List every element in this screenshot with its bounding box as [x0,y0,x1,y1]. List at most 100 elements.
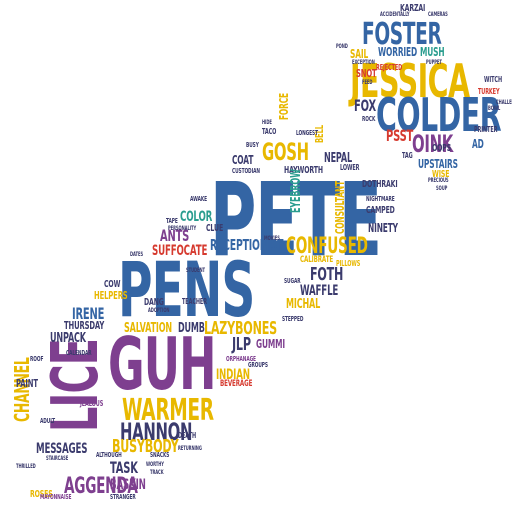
word-returning: RETURNING [178,445,202,452]
word-upstairs: UPSTAIRS [418,157,458,171]
word-calendar: CALENDAR [66,349,92,357]
word-rock: ROCK [362,115,376,123]
word-adoption: ADOPTION [148,307,170,314]
word-stranger: STRANGER [110,493,136,501]
word-although: ALTHOUGH [96,451,122,459]
word-eyebrow: EYEBROW [289,169,304,213]
word-thrilled: THRILLED [16,463,36,470]
word-jessica: JESSICA [350,54,470,108]
word-student: STUDENT [186,267,205,274]
word-personality: PERSONALITY [168,225,197,232]
word-groups: GROUPS [248,361,268,369]
word-gosh: GOSH [262,138,309,166]
word-snacks: SNACKS [150,451,170,459]
word-wise: WISE [432,169,450,180]
word-tape: TAPE [166,217,178,225]
word-ants: ANTS [160,226,190,245]
word-hannon: HANNON [120,418,193,446]
word-movies: MOVIES [264,235,280,242]
word-calibrate: CALIBRATE [300,255,334,265]
word-death: DEATH [178,431,196,440]
word-colder: COLDER [376,88,502,142]
word-thursday: THURSDAY [64,319,105,332]
word-staircase: STAIRCASE [46,455,69,462]
word-dates: DATES [130,251,144,258]
word-turkey: TURKEY [478,87,500,96]
word-adult: ADULT [40,417,56,425]
word-worthy: WORTHY [146,461,164,468]
word-jlp: JLP [232,334,251,355]
word-worried: WORRIED [378,45,417,59]
word-accidentally: ACCIDENTALLY [380,11,410,18]
word-waffle: WAFFLE [300,283,339,299]
word-challenge: CHALLENGE [496,99,512,106]
word-awake: AWAKE [190,195,208,203]
word-dumb: DUMB [178,321,205,336]
word-roses: ROSES [30,489,53,500]
word-clue: CLUE [206,223,224,234]
word-hayworth: HAYWORTH [284,165,323,176]
word-michal: MICHAL [286,297,321,312]
word-taco: TACO [262,127,277,136]
word-hide: HIDE [262,119,272,126]
word-irene: IRENE [72,304,105,323]
word-track: TRACK [150,469,164,476]
word-pond: POND [336,43,348,50]
word-confused: CONFUSED [286,234,368,259]
word-cameras: CAMERAS [428,11,448,18]
word-oink: OINK [412,130,453,158]
word-longest: LONGEST [296,129,318,137]
word-lazybones: LAZYBONES [204,318,277,339]
word-color: COLOR [180,209,213,225]
word-snot: SNOT [356,67,377,80]
word-pete: PETE [210,161,382,280]
word-paint: PAINT [16,377,38,390]
word-busybody: BUSYBODY [112,436,179,457]
word-messages: MESSAGES [36,441,88,457]
word-fox: FOX [354,96,376,115]
word-busy: BUSY [246,141,259,149]
word-suffocate: SUFFOCATE [152,243,208,259]
word-printer: PRINTER [474,125,498,134]
word-oops: OOPS [432,143,452,154]
word-soup: SOUP [436,185,448,192]
word-nightmare: NIGHTMARE [366,195,395,203]
word-bowl: BOWL [488,105,501,112]
word-pens: PENS [118,245,255,334]
word-precious: PRECIOUS [428,177,449,184]
word-lower: LOWER [340,163,360,172]
word-foster: FOSTER [362,17,442,52]
word-psst: PSST [386,126,414,145]
word-force: FORCE [277,93,291,120]
word-receptionist: RECEPTIONIST [210,236,284,254]
word-nepal: NEPAL [324,151,352,166]
word-salvation: SALVATION [124,321,173,336]
word-tag: TAG [402,151,413,160]
word-beverage: BEVERAGE [220,379,253,389]
word-custodian: CUSTODIAN [232,167,260,175]
word-ad: AD [472,137,484,151]
word-indian: INDIAN [216,367,250,383]
word-rejected: REJECTED [376,63,403,72]
word-gummi: GUMMI [256,337,285,351]
word-teacher: TEACHER [182,297,207,306]
word-warmer: WARMER [122,393,214,428]
word-agenda: AGGENDA [64,474,138,499]
word-mush: MUSH [420,45,445,59]
word-foth: FOTH [310,264,344,285]
word-baskin: BASKIN [110,477,146,493]
word-puppet: PUPPET [426,59,442,66]
word-sugar: SUGAR [284,277,301,285]
word-dang: DANG [144,297,164,308]
word-camped: CAMPED [366,205,395,216]
word-cow: COW [104,279,121,290]
word-jealous: JEALOUS [80,399,104,408]
word-coat: COAT [232,153,254,167]
word-unpack: UNPACK [50,331,86,346]
word-stepped: STEPPED [282,315,304,323]
word-pillows: PILLOWS [336,259,361,268]
word-sail: SAIL [350,47,369,61]
word-consultant: CONSULTANT [333,181,347,234]
word-karzai: KARZAI [400,3,426,14]
